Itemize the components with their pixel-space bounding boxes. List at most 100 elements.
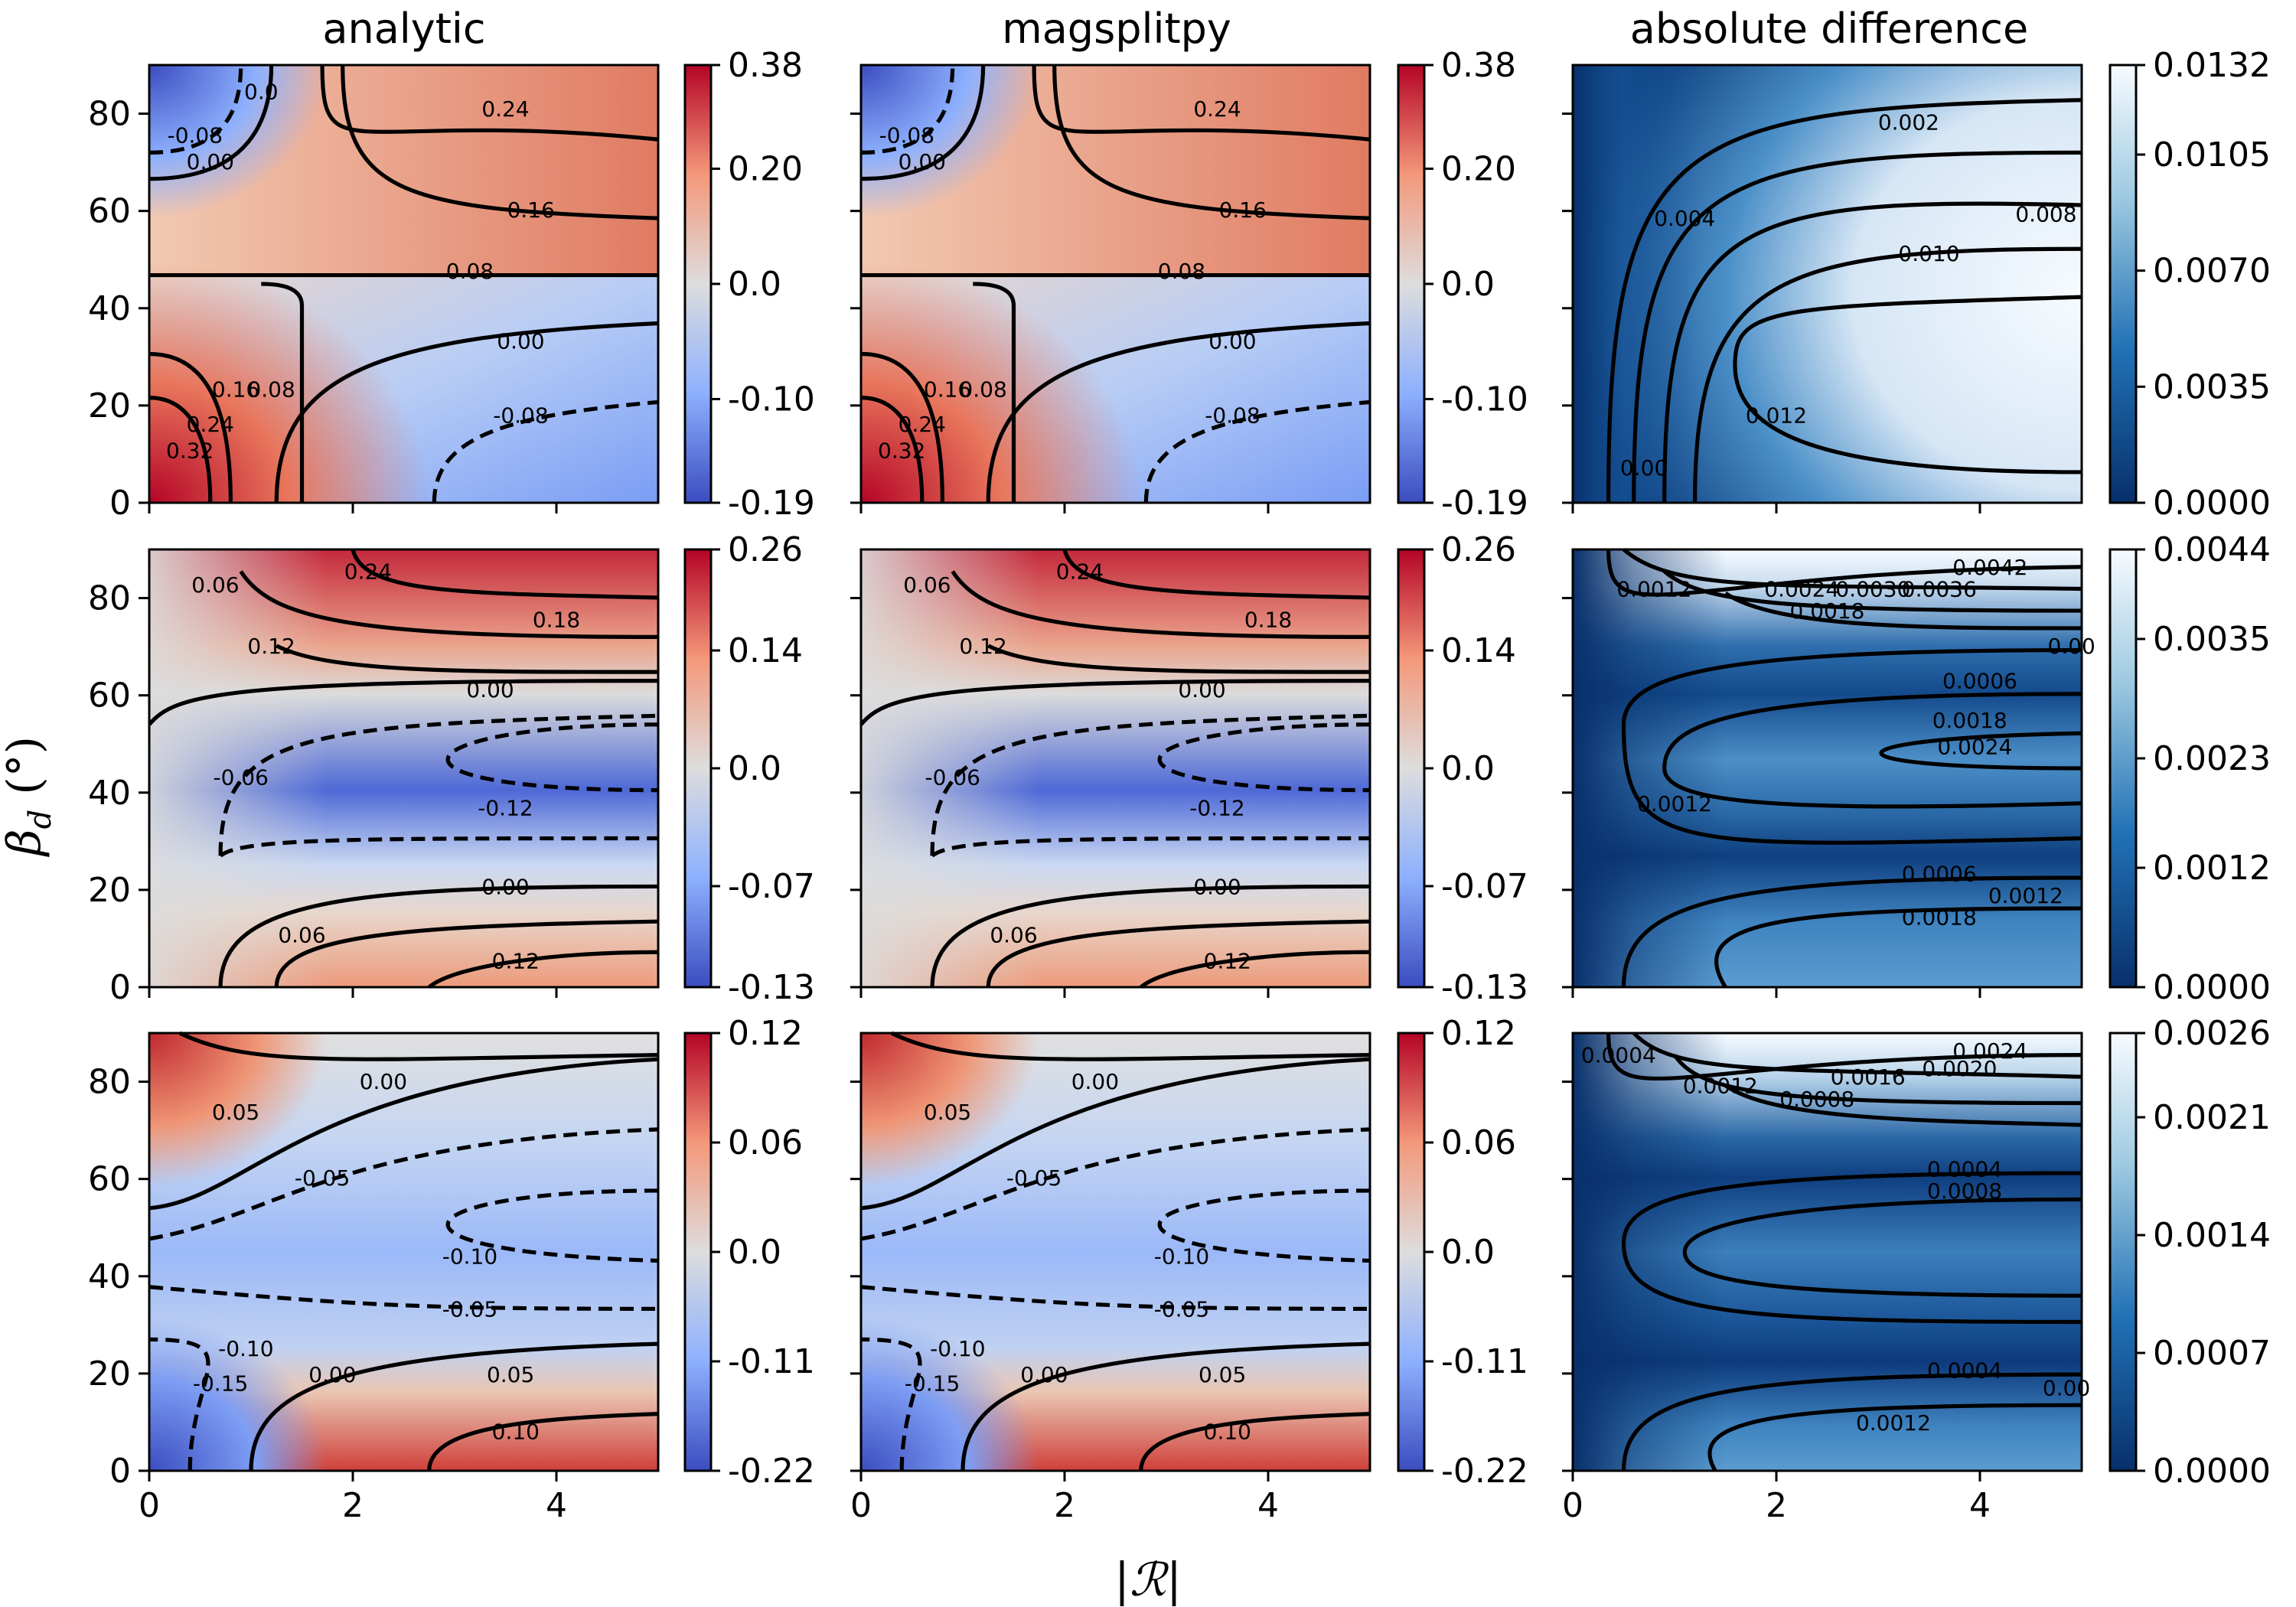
contour-label: 0.00 xyxy=(497,328,544,354)
colorbar-tick-label: -0.13 xyxy=(1441,968,1528,1007)
x-tick-label: 4 xyxy=(1257,1486,1279,1525)
contour-label: -0.15 xyxy=(905,1371,960,1397)
contour-line xyxy=(1624,878,2082,987)
x-tick-label: 4 xyxy=(1969,1486,1991,1525)
contour-line xyxy=(1624,650,2082,843)
contour-line xyxy=(276,646,658,672)
contour-line xyxy=(932,886,1370,987)
colorbar-tick-label: 0.0 xyxy=(728,749,781,788)
contour-label: 0.12 xyxy=(959,634,1006,659)
contour-label: 0.24 xyxy=(481,96,529,122)
colorbar xyxy=(2108,548,2138,989)
contour-line xyxy=(973,284,1013,503)
heatmap-field xyxy=(149,1033,658,1471)
panel-r1-c0: 0.240.180.120.060.00-0.06-0.120.000.060.… xyxy=(88,530,815,1007)
plot-frame xyxy=(1571,548,2083,989)
contour-label: 0.08 xyxy=(1158,259,1205,284)
contour-line xyxy=(241,572,658,637)
contour-label: 0.18 xyxy=(533,608,580,633)
heatmap-field xyxy=(149,549,658,987)
colorbar-tick-label: 0.0 xyxy=(1441,1233,1495,1272)
contour-line xyxy=(1695,249,2082,503)
contour-label: 0.0042 xyxy=(1952,555,2027,580)
colorbar xyxy=(1397,64,1426,504)
contour-line xyxy=(932,839,1370,856)
contour-label: 0.32 xyxy=(166,438,214,463)
contour-label: -0.12 xyxy=(1189,795,1244,820)
panel-grid: 0.240.160.080.00-0.080.320.240.160.08-0.… xyxy=(88,46,2271,1525)
colorbar-tick-label: -0.22 xyxy=(728,1452,815,1491)
contour-label: 0.06 xyxy=(278,922,325,947)
contour-line xyxy=(1609,1033,2082,1078)
contour-label: 0.00 xyxy=(481,874,529,899)
contour-label: 0.05 xyxy=(924,1100,971,1125)
colorbar-tick-label: 0.0132 xyxy=(2153,46,2271,85)
y-axis-label: βd (°) xyxy=(0,736,58,857)
contour-line xyxy=(861,354,942,503)
contour-label: -0.05 xyxy=(295,1165,350,1191)
contour-line xyxy=(149,1059,658,1208)
contour-line xyxy=(276,921,658,987)
colorbar-tick-label: 0.0044 xyxy=(2153,530,2271,569)
panel-r2-c1: 0.050.00-0.05-0.10-0.05-0.10-0.15 0.00 0.0… xyxy=(850,1014,1528,1525)
x-axis-label: |ℛ| xyxy=(1114,1553,1182,1607)
heatmap-field xyxy=(149,65,658,503)
contour-line xyxy=(892,1033,1370,1059)
contour-label: -0.05 xyxy=(1154,1296,1209,1322)
contour-line xyxy=(861,1339,920,1471)
contour-label: 0.0012 xyxy=(1616,576,1691,601)
contour-line xyxy=(220,715,658,856)
colorbar-tick-label: 0.0023 xyxy=(2153,739,2271,778)
contour-label: 0.00 xyxy=(1071,1069,1119,1094)
y-tick-label: 60 xyxy=(88,192,131,231)
contour-line xyxy=(861,65,953,152)
contour-label: -0.08 xyxy=(1205,403,1260,429)
contour-label: 0.18 xyxy=(1244,608,1292,633)
colorbar-tick-label: 0.06 xyxy=(1441,1123,1516,1162)
contour-label: 0.0024 xyxy=(1937,734,2012,759)
colorbar-tick-label: 0.0 xyxy=(728,1233,781,1272)
contour-line xyxy=(322,65,658,139)
contour-line xyxy=(988,323,1370,503)
colorbar xyxy=(2108,1032,2138,1472)
heatmap-field xyxy=(861,65,1370,503)
contour-line xyxy=(932,715,1370,856)
plot-frame xyxy=(148,548,660,989)
contour-label: 0.012 xyxy=(1746,403,1807,429)
contour-label: 0.0006 xyxy=(1902,861,1977,886)
contour-label: 0.0012 xyxy=(1988,883,2063,908)
panel-r0-c1: 0.240.160.080.00-0.080.320.240.160.08-0.… xyxy=(850,46,1528,523)
colorbar-tick-label: -0.22 xyxy=(1441,1452,1528,1491)
contour-label: 0.16 xyxy=(1219,197,1267,223)
x-tick-label: 0 xyxy=(1562,1486,1583,1525)
contour-lines xyxy=(1609,1033,2082,1471)
contour-line xyxy=(1609,549,2082,595)
contour-line xyxy=(861,1287,1370,1309)
panel-r1-c1: 0.24 0.18 0.12 0.06 0.00 -0.06 -0.12 0.00 0.06 0.… xyxy=(850,530,1528,1007)
contour-line xyxy=(1609,100,2082,503)
contour-label: 0.004 xyxy=(1654,206,1715,231)
y-tick-label: 20 xyxy=(88,1354,131,1393)
contour-label: 0.0 xyxy=(244,79,279,104)
contour-label: 0.0008 xyxy=(1927,1178,2002,1204)
plot-frame xyxy=(148,1032,660,1472)
contour-label: 0.24 xyxy=(1193,96,1241,122)
colorbar-tick-label: 0.12 xyxy=(728,1014,803,1053)
x-tick-label: 2 xyxy=(1054,1486,1075,1525)
x-tick-label: 2 xyxy=(342,1486,364,1525)
contour-label: 0.0004 xyxy=(1927,1156,2002,1182)
panel-r0-c2: 0.002 0.004 0.008 0.010 0.012 0.00 0.0132 0.010… xyxy=(1562,46,2271,523)
contour-label: 0.0020 xyxy=(1922,1056,1997,1081)
contour-lines xyxy=(861,1033,1370,1471)
contour-label: 0.00 xyxy=(2043,1375,2090,1400)
colorbar-tick-label: -0.19 xyxy=(728,484,815,523)
plot-frame xyxy=(148,64,660,504)
contour-label: 0.06 xyxy=(990,922,1037,947)
heatmap-field xyxy=(861,549,1370,987)
contour-label: 0.0008 xyxy=(1779,1087,1854,1112)
contour-line xyxy=(1684,1199,2082,1296)
contour-line xyxy=(861,1059,1370,1208)
contour-line xyxy=(1055,65,1370,218)
colorbar-tick-label: 0.06 xyxy=(728,1123,803,1162)
